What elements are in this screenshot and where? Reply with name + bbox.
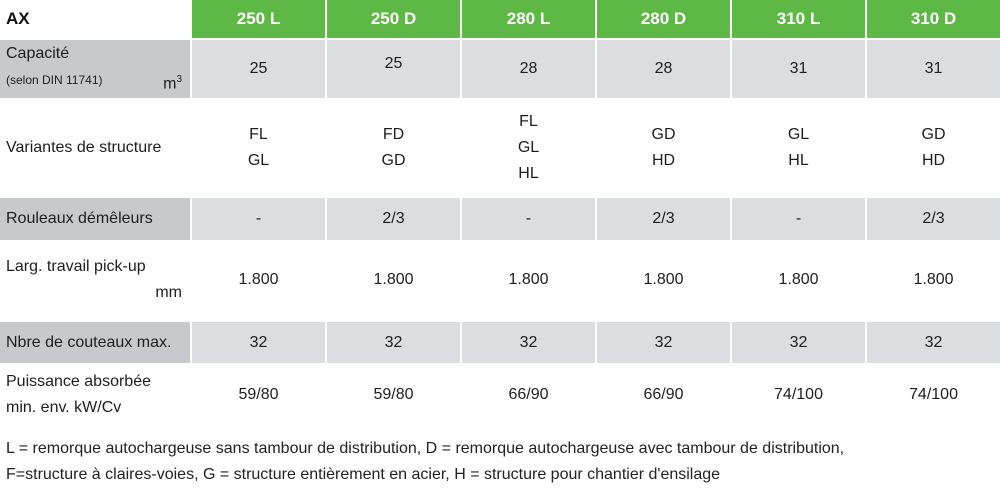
table-cell: 32 [192, 322, 325, 363]
table-cell: 66/90 [508, 386, 549, 403]
cell-line: FL [249, 126, 268, 143]
row-label: Puissance absorbée min. env. kW/Cv [0, 363, 190, 427]
table-cell: - [192, 198, 325, 240]
cell-line: FL [519, 113, 538, 130]
legend-line: L = remorque autochargeuse sans tambour … [6, 440, 845, 457]
legend-note: L = remorque autochargeuse sans tambour … [6, 436, 844, 488]
table-row-capacite: Capacité (selon DIN 11741) m3 25 25 28 28… [0, 40, 1000, 98]
column-header: 280 D [597, 0, 730, 38]
row-label-text: Larg. travail pick-up [6, 258, 146, 275]
row-unit: m3 [163, 67, 182, 97]
table-cell: 32 [597, 322, 730, 363]
cell-line: GD [921, 126, 946, 143]
table-row-largeur: Larg. travail pick-up mm 1.800 1.800 1.8… [0, 240, 1000, 320]
row-label-text: min. env. kW/Cv [6, 399, 122, 416]
row-label: Larg. travail pick-up mm [0, 240, 190, 320]
table-cell: 2/3 [597, 198, 730, 240]
table-cell: 74/100 [909, 386, 958, 403]
table-cell: 31 [867, 40, 1000, 98]
row-label: Rouleaux démêleurs [0, 198, 190, 240]
column-header: 310 D [867, 0, 1000, 38]
cell-line: GL [247, 152, 270, 169]
legend-line: F=structure à claires-voies, G = structu… [6, 466, 721, 483]
table-cell: 32 [732, 322, 865, 363]
table-cell: 59/80 [238, 386, 279, 403]
table-cell: GL HL [732, 98, 865, 198]
table-corner-title: AX [0, 0, 190, 38]
table-cell: FL GL [192, 98, 325, 198]
table-cell: 74/100 [774, 386, 823, 403]
row-label-text: Capacité [6, 44, 70, 62]
table-cell: 2/3 [867, 198, 1000, 240]
table-cell: FL GL HL [462, 98, 595, 198]
column-header: 310 L [732, 0, 865, 38]
cell-line: GL [517, 139, 540, 156]
table-cell: 31 [732, 40, 865, 98]
cell-line: HD [921, 152, 946, 169]
table-row-puissance: Puissance absorbée min. env. kW/Cv 59/80… [0, 363, 1000, 427]
row-label: Capacité (selon DIN 11741) m3 [0, 40, 190, 98]
spec-table: AX 250 L 250 D 280 L 280 D 310 L 310 D C… [0, 0, 1000, 427]
cell-line: HL [788, 152, 809, 169]
table-cell: GD HD [867, 98, 1000, 198]
table-row-variantes: Variantes de structure FL GL FD GD FL GL HL … [0, 98, 1000, 198]
row-label-text: Puissance absorbée [6, 373, 151, 390]
cell-line: HD [651, 152, 676, 169]
table-cell: 1.800 [643, 271, 684, 288]
row-sublabel-line: (selon DIN 11741) m3 [6, 67, 190, 93]
table-cell: 32 [327, 322, 460, 363]
row-label: Variantes de structure [6, 139, 162, 156]
table-cell: 66/90 [643, 386, 684, 403]
cell-line: HL [518, 165, 539, 182]
table-cell: 32 [462, 322, 595, 363]
table-cell: 2/3 [327, 198, 460, 240]
table-cell: 1.800 [238, 271, 279, 288]
column-header: 250 L [192, 0, 325, 38]
header-row: AX 250 L 250 D 280 L 280 D 310 L 310 D [0, 0, 1000, 38]
table-cell: 28 [462, 40, 595, 98]
table-cell: - [462, 198, 595, 240]
table-row-couteaux: Nbre de couteaux max. 32 32 32 32 32 32 [0, 322, 1000, 363]
cell-line: GL [787, 126, 810, 143]
column-header: 250 D [327, 0, 460, 38]
table-cell: 59/80 [373, 386, 414, 403]
row-label: Nbre de couteaux max. [0, 322, 190, 363]
table-cell: 1.800 [508, 271, 549, 288]
row-sublabel: (selon DIN 11741) [6, 72, 103, 87]
table-cell: GD HD [597, 98, 730, 198]
table-cell: - [732, 198, 865, 240]
table-cell: 1.800 [778, 271, 819, 288]
table-cell: 1.800 [373, 271, 414, 288]
cell-line: FD [382, 126, 405, 143]
cell-line: GD [651, 126, 676, 143]
table-cell: 1.800 [913, 271, 954, 288]
table-cell: 28 [597, 40, 730, 98]
unit-text: m [163, 75, 177, 93]
table-cell: FD GD [327, 98, 460, 198]
row-unit: mm [155, 284, 182, 301]
cell-line: GD [381, 152, 406, 169]
column-header: 280 L [462, 0, 595, 38]
table-row-rouleaux: Rouleaux démêleurs - 2/3 - 2/3 - 2/3 [0, 198, 1000, 240]
table-cell: 25 [192, 40, 325, 98]
unit-superscript: 3 [176, 73, 182, 85]
table-cell: 25 [327, 40, 460, 98]
table-cell: 32 [867, 322, 1000, 363]
